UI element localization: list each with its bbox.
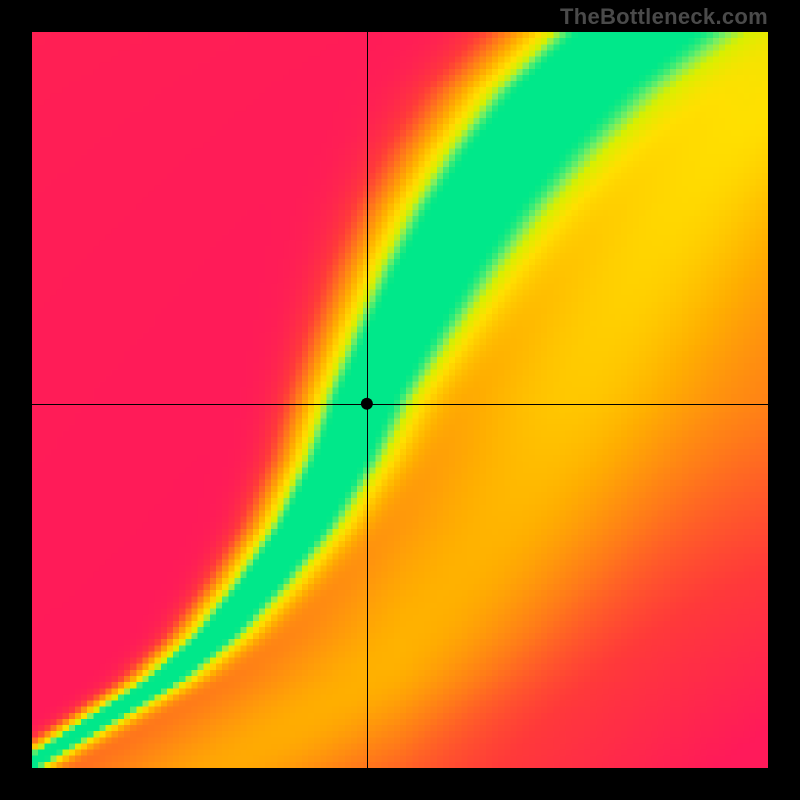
watermark-text: TheBottleneck.com — [560, 4, 768, 30]
overlay-canvas — [32, 32, 768, 768]
figure-container: TheBottleneck.com — [0, 0, 800, 800]
plot-area — [32, 32, 768, 768]
